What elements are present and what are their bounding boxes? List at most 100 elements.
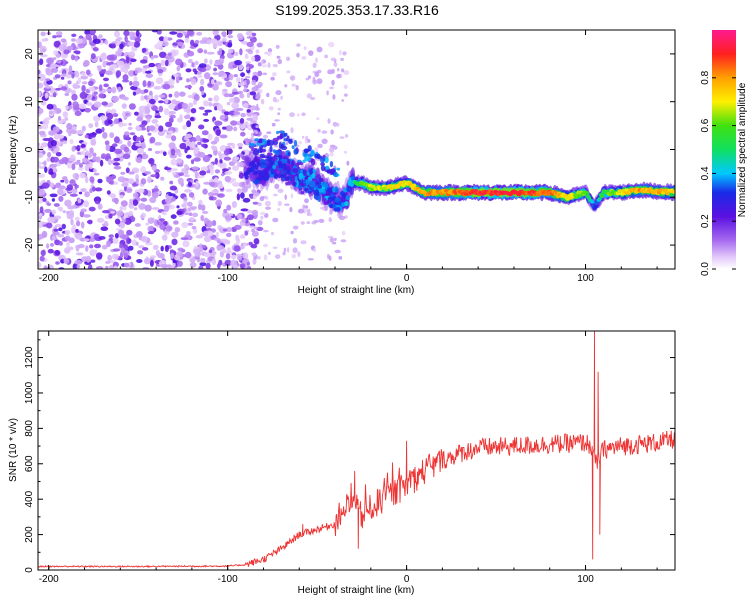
ridge-cell	[300, 191, 305, 195]
noise-blob	[290, 193, 294, 199]
noise-blob	[85, 69, 91, 76]
noise-blob	[328, 41, 335, 48]
noise-blob	[97, 178, 103, 184]
noise-blob	[212, 30, 219, 36]
noise-blob	[173, 220, 179, 225]
noise-blob	[118, 121, 124, 128]
noise-blob	[149, 136, 156, 144]
noise-blob	[46, 57, 54, 65]
noise-blob	[208, 163, 214, 170]
noise-blob	[334, 237, 337, 242]
noise-blob	[307, 208, 311, 214]
noise-blob	[237, 188, 242, 194]
noise-blob	[38, 69, 41, 75]
noise-blob	[38, 200, 43, 204]
noise-blob	[89, 244, 94, 249]
noise-blob	[134, 69, 139, 75]
noise-blob	[262, 134, 269, 139]
noise-blob	[96, 156, 101, 163]
noise-blob	[251, 228, 256, 233]
noise-blob	[106, 190, 111, 195]
noise-blob	[330, 129, 334, 135]
noise-blob	[163, 108, 170, 116]
noise-blob	[53, 40, 61, 48]
noise-blob	[176, 65, 181, 72]
noise-blob	[183, 196, 188, 202]
noise-blob	[241, 40, 248, 45]
noise-blob	[268, 106, 274, 111]
noise-blob	[296, 43, 301, 47]
noise-blob	[47, 248, 54, 254]
noise-blob	[266, 92, 270, 98]
noise-blob	[152, 244, 159, 250]
noise-blob	[186, 30, 194, 36]
noise-blob	[224, 175, 231, 183]
colorbar-tick-label: 0.2	[700, 214, 711, 228]
noise-blob	[223, 111, 230, 116]
noise-blob	[206, 51, 215, 55]
noise-blob	[51, 209, 57, 215]
ridge-cell	[269, 168, 275, 172]
noise-blob	[300, 221, 305, 225]
noise-blob	[163, 83, 171, 90]
noise-blob	[187, 181, 192, 187]
noise-blob	[105, 260, 111, 264]
noise-blob	[77, 244, 85, 249]
noise-blob	[108, 102, 114, 107]
noise-blob	[290, 127, 294, 134]
noise-blob	[297, 251, 301, 257]
noise-blob	[142, 65, 151, 69]
noise-blob	[62, 176, 68, 181]
noise-blob	[136, 259, 143, 263]
noise-blob	[71, 38, 76, 42]
noise-blob	[315, 57, 318, 63]
snr-ylabel: SNR (10 * v/v)	[8, 418, 19, 482]
noise-blob	[113, 181, 118, 185]
noise-blob	[165, 197, 173, 204]
noise-blob	[169, 180, 174, 185]
noise-blob	[345, 134, 349, 138]
noise-blob	[245, 142, 250, 146]
noise-blob	[218, 70, 225, 77]
noise-blob	[254, 192, 260, 197]
y-tick-label: 1200	[24, 346, 35, 369]
noise-blob	[185, 68, 192, 73]
noise-blob	[217, 50, 223, 56]
noise-blob	[317, 129, 321, 133]
noise-blob	[67, 71, 74, 75]
noise-blob	[255, 84, 262, 89]
noise-blob	[228, 213, 234, 217]
noise-blob	[238, 90, 243, 95]
noise-blob	[85, 33, 92, 41]
noise-blob	[123, 68, 129, 74]
noise-blob	[190, 108, 197, 114]
noise-blob	[259, 211, 266, 216]
noise-blob	[240, 184, 246, 188]
colorbar: 0.0 0.2 0.4 0.6 0.8 Normalized spectral ampl…	[700, 30, 748, 276]
y-tick-label: 10	[24, 96, 35, 108]
noise-blob	[201, 90, 205, 96]
noise-blob	[71, 33, 77, 37]
noise-blob	[234, 156, 240, 161]
noise-blob	[67, 45, 74, 51]
x-tick-label: -100	[218, 273, 238, 284]
noise-blob	[227, 35, 234, 39]
noise-blob	[190, 159, 195, 165]
noise-blob	[270, 76, 275, 81]
noise-blob	[244, 230, 249, 236]
noise-blob	[246, 138, 253, 143]
noise-blob	[93, 233, 100, 240]
noise-blob	[217, 193, 225, 198]
noise-blob	[203, 100, 209, 107]
noise-blob	[235, 107, 244, 111]
noise-blob	[115, 70, 122, 78]
noise-blob	[277, 107, 281, 111]
noise-blob	[90, 139, 97, 146]
noise-blob	[38, 234, 42, 241]
ridge-cell	[329, 160, 334, 168]
noise-blob	[163, 36, 169, 42]
noise-blob	[160, 176, 165, 181]
noise-blob	[264, 196, 269, 200]
noise-blob	[187, 50, 195, 57]
noise-blob	[277, 207, 280, 212]
